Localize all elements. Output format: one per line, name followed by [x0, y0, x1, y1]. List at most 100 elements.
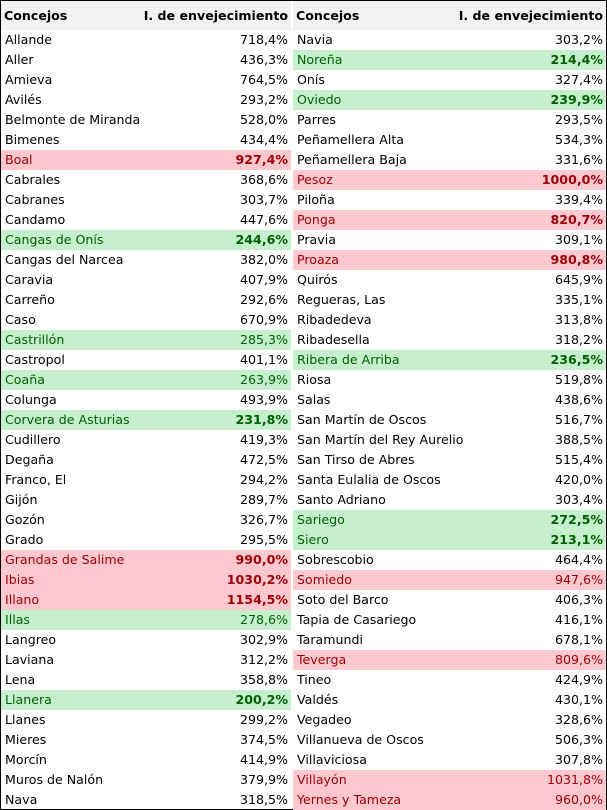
concejo-name: Salas — [297, 392, 331, 407]
concejo-name: Villaviciosa — [297, 752, 367, 767]
concejo-name: Ribadedeva — [297, 312, 372, 327]
aging-index-value: 289,7% — [239, 492, 288, 507]
concejo-name: Parres — [297, 112, 336, 127]
concejo-name: Riosa — [297, 372, 332, 387]
header-indice: I. de envejecimiento — [458, 8, 603, 23]
concejo-name: Corvera de Asturias — [5, 412, 130, 427]
table-row: San Martín de Oscos 516,7% — [293, 410, 606, 430]
table-header: Concejos I. de envejecimiento — [1, 1, 291, 30]
concejo-name: Cabranes — [5, 192, 65, 207]
aging-index-value: 293,5% — [554, 112, 603, 127]
concejo-name: Illas — [5, 612, 30, 627]
concejo-name: Gozón — [5, 512, 45, 527]
header-concejos: Concejos — [4, 8, 68, 23]
concejo-name: Ribadesella — [297, 332, 370, 347]
table-row: Riosa 519,8% — [293, 370, 606, 390]
aging-index-value: 809,6% — [554, 652, 603, 667]
aging-index-value: 213,1% — [550, 532, 603, 547]
concejo-name: Vegadeo — [297, 712, 352, 727]
aging-index-value: 506,3% — [554, 732, 603, 747]
concejo-name: Yernes y Tameza — [297, 792, 402, 807]
concejo-name: Cangas de Onís — [5, 232, 104, 247]
table-row: Nava 318,5% — [1, 790, 291, 810]
table-header: Concejos I. de envejecimiento — [293, 1, 606, 30]
aging-index-value: 328,6% — [554, 712, 603, 727]
table-row: Quirós 645,9% — [293, 270, 606, 290]
table-row: Carreño 292,6% — [1, 290, 291, 310]
concejo-name: Amieva — [5, 72, 53, 87]
concejo-name: San Tirso de Abres — [297, 452, 415, 467]
aging-index-value: 670,9% — [239, 312, 288, 327]
concejo-name: Quirós — [297, 272, 338, 287]
aging-index-value: 407,9% — [239, 272, 288, 287]
aging-index-value: 368,6% — [239, 172, 288, 187]
table-row: Grandas de Salime 990,0% — [1, 550, 291, 570]
aging-index-value: 294,2% — [239, 472, 288, 487]
concejo-name: Sobrescobio — [297, 552, 374, 567]
concejo-name: Mieres — [5, 732, 47, 747]
table-row: Belmonte de Miranda 528,0% — [1, 110, 291, 130]
table-row: Cabranes 303,7% — [1, 190, 291, 210]
table-row: Onís 327,4% — [293, 70, 606, 90]
concejo-name: Grado — [5, 532, 44, 547]
concejo-name: Castropol — [5, 352, 65, 367]
concejo-name: Tapia de Casariego — [297, 612, 417, 627]
table-row: Piloña 339,4% — [293, 190, 606, 210]
concejo-name: Illano — [5, 592, 40, 607]
table-row: Coaña 263,9% — [1, 370, 291, 390]
table-row: Parres 293,5% — [293, 110, 606, 130]
concejo-name: Navia — [297, 32, 333, 47]
table-row: San Martín del Rey Aurelio 388,5% — [293, 430, 606, 450]
concejo-name: Siero — [297, 532, 329, 547]
aging-index-value: 493,9% — [239, 392, 288, 407]
aging-index-value: 374,5% — [239, 732, 288, 747]
table-row: Noreña 214,4% — [293, 50, 606, 70]
aging-index-value: 414,9% — [239, 752, 288, 767]
aging-index-value: 272,5% — [550, 512, 603, 527]
aging-index-value: 436,3% — [239, 52, 288, 67]
table-row: Castrillón 285,3% — [1, 330, 291, 350]
aging-index-value: 263,9% — [239, 372, 288, 387]
aging-index-value: 472,5% — [239, 452, 288, 467]
table-body-right: Navia 303,2% Noreña 214,4% Onís 327,4% Oviedo 2… — [293, 30, 606, 810]
concejo-name: Franco, El — [5, 472, 67, 487]
table-row: Cudillero 419,3% — [1, 430, 291, 450]
table-row: Navia 303,2% — [293, 30, 606, 50]
aging-index-value: 358,8% — [239, 672, 288, 687]
concejo-name: Peñamellera Alta — [297, 132, 405, 147]
aging-index-value: 1030,2% — [226, 572, 288, 587]
table-row: Ribera de Arriba 236,5% — [293, 350, 606, 370]
aging-index-value: 430,1% — [554, 692, 603, 707]
concejo-name: Degaña — [5, 452, 54, 467]
aging-index-value: 313,8% — [554, 312, 603, 327]
table-row: Caravia 407,9% — [1, 270, 291, 290]
table-row: Gozón 326,7% — [1, 510, 291, 530]
table-row: Castropol 401,1% — [1, 350, 291, 370]
aging-index-value: 214,4% — [550, 52, 603, 67]
table-column-left: Concejos I. de envejecimiento Allande 718… — [1, 1, 291, 809]
aging-index-value: 278,6% — [239, 612, 288, 627]
concejo-name: Regueras, Las — [297, 292, 386, 307]
aging-index-value: 244,6% — [235, 232, 288, 247]
aging-index-value: 379,9% — [239, 772, 288, 787]
aging-index-value: 318,5% — [239, 792, 288, 807]
table-row: Ribadesella 318,2% — [293, 330, 606, 350]
aging-index-value: 434,4% — [239, 132, 288, 147]
table-row: Pesoz 1000,0% — [293, 170, 606, 190]
table-row: Villayón 1031,8% — [293, 770, 606, 790]
table-row: Vegadeo 328,6% — [293, 710, 606, 730]
aging-index-value: 388,5% — [554, 432, 603, 447]
table-row: Taramundi 678,1% — [293, 630, 606, 650]
concejo-name: Llanes — [5, 712, 46, 727]
table-row: Aller 436,3% — [1, 50, 291, 70]
table-row: Siero 213,1% — [293, 530, 606, 550]
concejo-name: Piloña — [297, 192, 335, 207]
concejo-name: Tineo — [297, 672, 332, 687]
table-row: Sariego 272,5% — [293, 510, 606, 530]
table-column-right: Concejos I. de envejecimiento Navia 303,2… — [293, 1, 606, 810]
aging-index-value: 764,5% — [239, 72, 288, 87]
aging-index-value: 927,4% — [235, 152, 288, 167]
concejo-name: Soto del Barco — [297, 592, 389, 607]
aging-index-value: 519,8% — [554, 372, 603, 387]
aging-index-value: 990,0% — [235, 552, 288, 567]
